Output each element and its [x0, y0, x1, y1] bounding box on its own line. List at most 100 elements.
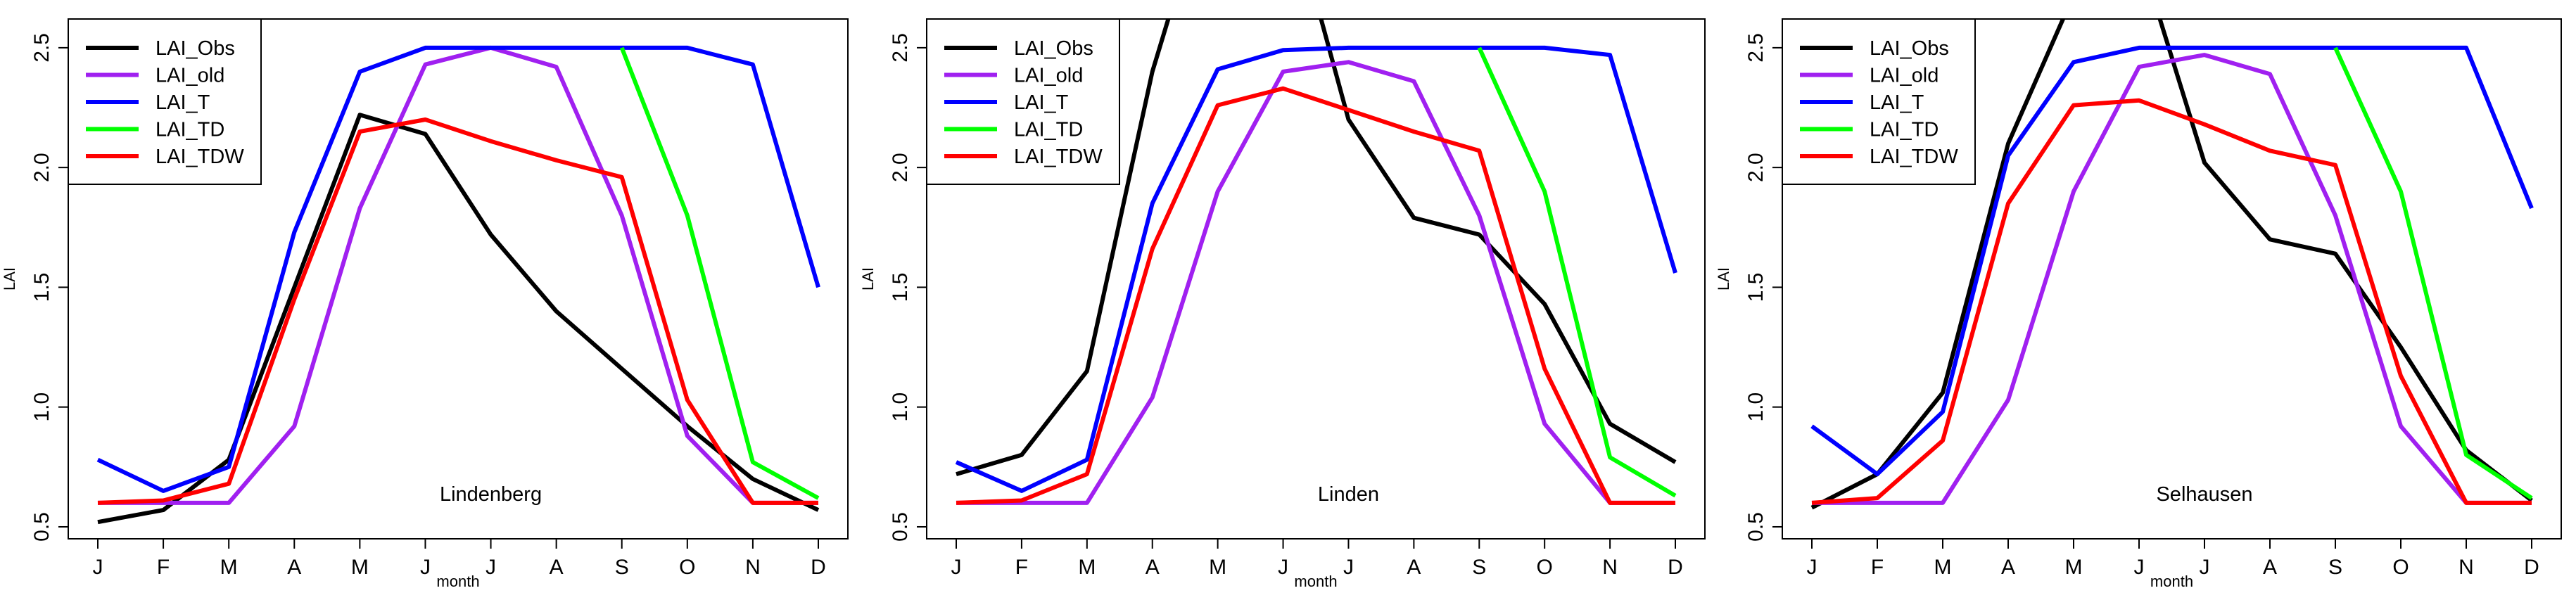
x-tick-label: A	[1407, 556, 1421, 579]
chart-panel-2: J F M A M J J A S O N D 0.5 1.0 1.5 2.0 2.5 month LAI Linde…	[859, 18, 1706, 590]
y-tick-label: 2.0	[1744, 153, 1768, 182]
site-name-label: Selhausen	[2156, 483, 2252, 506]
x-tick-label: M	[2065, 556, 2083, 579]
x-tick-label: J	[486, 556, 496, 579]
legend-label: LAI_T	[1014, 91, 1069, 114]
y-tick-label: 2.5	[30, 33, 53, 63]
x-tick-label: F	[157, 556, 170, 579]
y-tick-label: 0.5	[30, 512, 53, 542]
x-tick-label: O	[679, 556, 695, 579]
legend-label: LAI_Obs	[1870, 37, 1949, 60]
x-tick-label: S	[2328, 556, 2342, 579]
series-line-lai-obs	[97, 113, 820, 525]
legend-label: LAI_TDW	[1870, 146, 1958, 168]
x-tick-label: M	[351, 556, 369, 579]
series-line-lai-td	[2333, 46, 2533, 500]
x-tick-label: D	[1668, 556, 1683, 579]
y-tick-label: 2.5	[1744, 33, 1768, 63]
x-tick-label: N	[745, 556, 761, 579]
x-tick-label: J	[93, 556, 103, 579]
x-tick-label: A	[1146, 556, 1160, 579]
legend-label: LAI_T	[156, 91, 210, 114]
x-tick-label: F	[1871, 556, 1884, 579]
y-tick-label: 1.5	[30, 273, 53, 302]
legend-label: LAI_TDW	[1014, 146, 1103, 168]
series-line-lai-tdw	[97, 117, 818, 505]
plot-frame	[926, 18, 1706, 540]
legend-label: LAI_Obs	[156, 37, 235, 60]
y-tick-label: 2.5	[889, 33, 912, 63]
x-tick-label: N	[1602, 556, 1618, 579]
y-tick-label: 1.0	[889, 392, 912, 422]
legend-label: LAI_old	[1014, 65, 1083, 87]
x-tick-label: A	[550, 556, 564, 579]
x-tick-label: M	[220, 556, 238, 579]
x-tick-label: F	[1015, 556, 1028, 579]
x-tick-label: M	[1209, 556, 1226, 579]
y-tick-label: 1.0	[1744, 392, 1768, 422]
x-tick-label: A	[287, 556, 301, 579]
series-line-lai-tdw	[1811, 98, 2532, 505]
y-tick-label: 1.5	[1744, 273, 1768, 302]
x-tick-label: M	[1078, 556, 1096, 579]
x-tick-label: D	[2524, 556, 2539, 579]
x-tick-label: M	[1934, 556, 1952, 579]
legend-label: LAI_T	[1870, 91, 1924, 114]
site-name-label: Linden	[1318, 483, 1379, 506]
legend-label: LAI_TD	[1014, 119, 1083, 141]
y-tick-label: 2.0	[889, 153, 912, 182]
series-line-lai-obs	[956, 19, 1677, 476]
y-axis-label: LAI	[1, 267, 18, 291]
legend-label: LAI_TD	[1870, 119, 1939, 141]
x-tick-label: J	[2200, 556, 2210, 579]
x-tick-label: J	[1343, 556, 1354, 579]
y-axis-label: LAI	[1715, 267, 1732, 291]
series-line-lai-t	[955, 45, 1677, 493]
legend: LAI_Obs LAI_old LAI_T LAI_TD LAI_TDW	[926, 18, 1120, 185]
x-tick-label: J	[420, 556, 431, 579]
chart-panel-1: J F M A M J J A S O N D 0.5 1.0 1.5 2.0 2.5 month LAI Linde…	[1, 18, 849, 590]
series-line-lai-old	[98, 45, 818, 505]
plot-frame	[1782, 18, 2562, 540]
x-tick-label: A	[2001, 556, 2015, 579]
x-tick-label: O	[1537, 556, 1553, 579]
y-tick-label: 1.5	[889, 273, 912, 302]
x-tick-label: S	[1472, 556, 1486, 579]
y-tick-label: 0.5	[889, 512, 912, 542]
legend-label: LAI_TD	[156, 119, 224, 141]
series-line-lai-tdw	[956, 86, 1675, 505]
site-name-label: Lindenberg	[440, 483, 542, 506]
y-tick-label: 2.0	[30, 153, 53, 182]
legend-label: LAI_old	[156, 65, 224, 87]
x-tick-label: S	[615, 556, 629, 579]
legend-label: LAI_old	[1870, 65, 1939, 87]
y-axis-label: LAI	[859, 267, 877, 291]
legend-label: LAI_Obs	[1014, 37, 1093, 60]
x-tick-label: J	[1278, 556, 1288, 579]
x-tick-label: A	[2263, 556, 2277, 579]
chart-panel-3: J F M A M J J A S O N D 0.5 1.0 1.5 2.0 2.5 month LAI Selha…	[1715, 18, 2562, 590]
plot-frame	[68, 18, 849, 540]
series-line-lai-old	[1812, 53, 2532, 505]
x-tick-label: J	[2134, 556, 2145, 579]
x-tick-label: O	[2392, 556, 2409, 579]
legend-label: LAI_TDW	[156, 146, 244, 168]
series-line-lai-td	[1477, 46, 1677, 498]
x-tick-label: N	[2458, 556, 2474, 579]
series-line-lai-td	[619, 46, 820, 500]
x-axis-label: month	[436, 573, 479, 590]
x-tick-label: J	[1807, 556, 1817, 579]
series-line-lai-t	[1810, 45, 2534, 477]
x-tick-label: J	[951, 556, 962, 579]
series-line-lai-t	[96, 45, 820, 493]
x-axis-label: month	[2150, 573, 2193, 590]
legend: LAI_Obs LAI_old LAI_T LAI_TD LAI_TDW	[1782, 18, 1976, 185]
series-line-lai-obs	[1810, 19, 2533, 510]
series-line-lai-old	[956, 60, 1675, 505]
legend: LAI_Obs LAI_old LAI_T LAI_TD LAI_TDW	[68, 18, 262, 185]
x-axis-label: month	[1294, 573, 1337, 590]
y-tick-label: 0.5	[1744, 512, 1768, 542]
y-tick-label: 1.0	[30, 392, 53, 422]
x-tick-label: D	[811, 556, 826, 579]
